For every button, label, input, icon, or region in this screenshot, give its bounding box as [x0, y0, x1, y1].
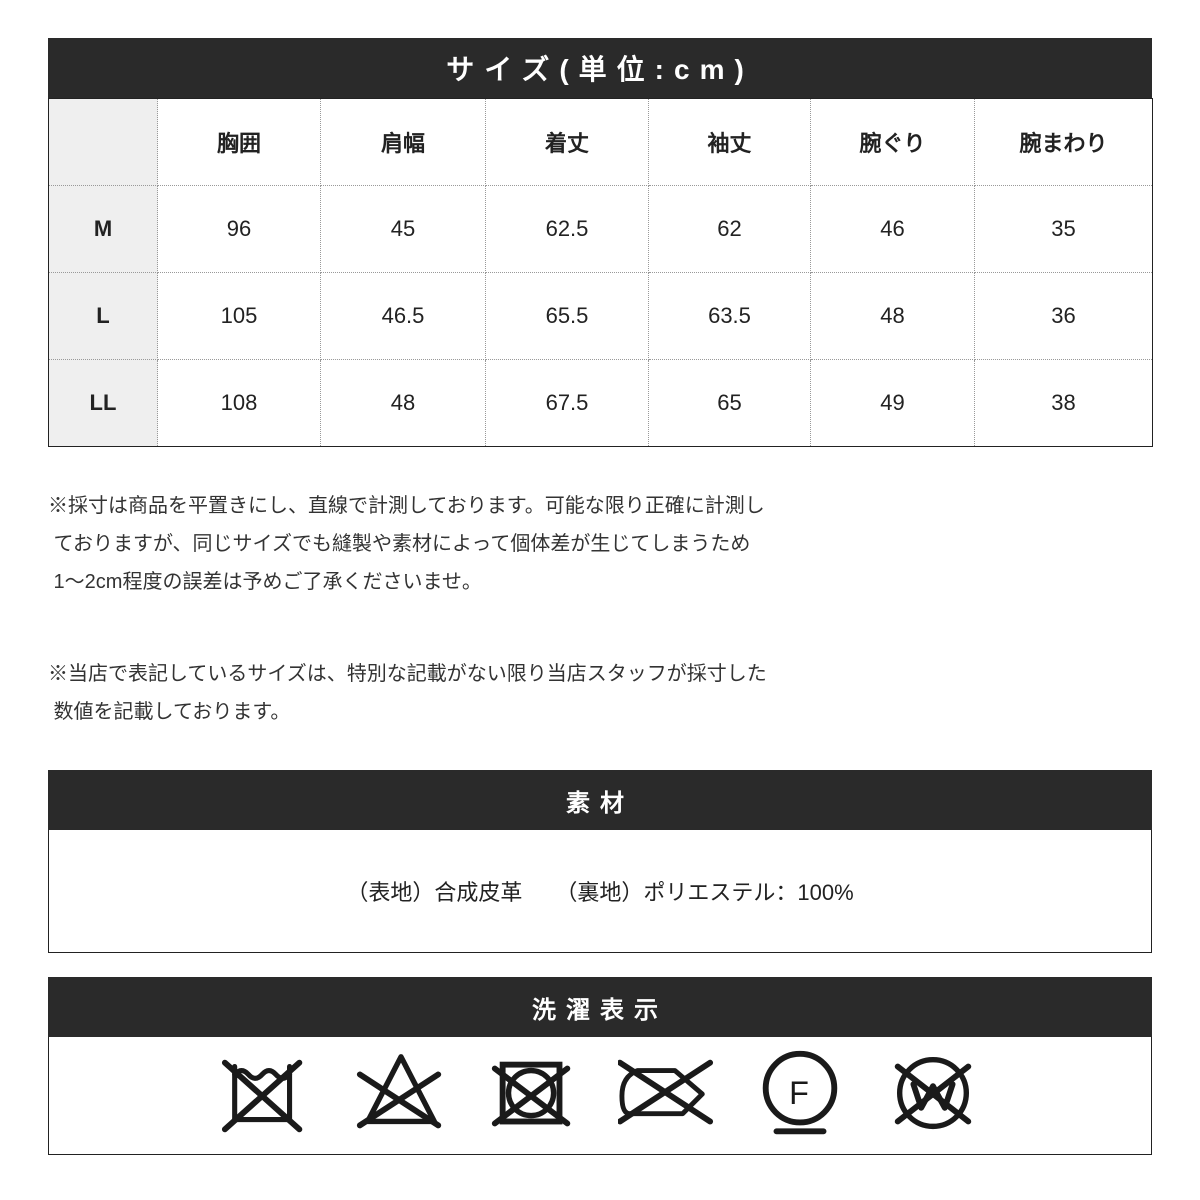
- svg-text:F: F: [789, 1074, 809, 1110]
